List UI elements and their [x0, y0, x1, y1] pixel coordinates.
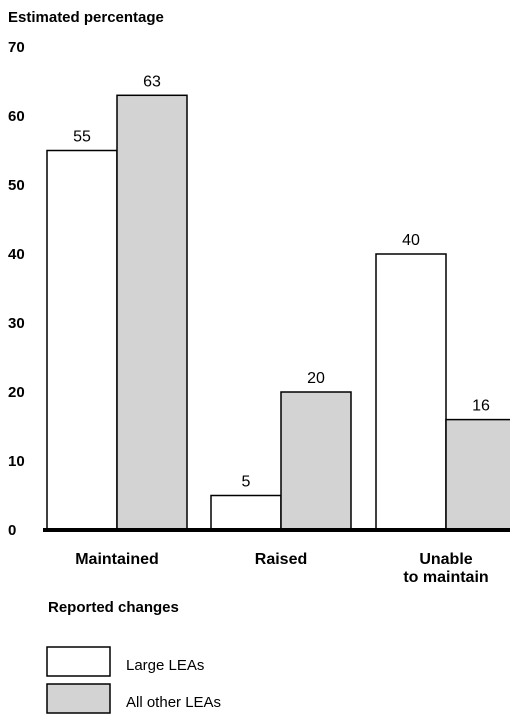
y-tick-label: 70: [8, 39, 25, 56]
bar: [117, 95, 187, 530]
legend-swatch: [47, 647, 110, 676]
bar-value-label: 16: [472, 398, 490, 415]
y-axis-label: Estimated percentage: [8, 9, 164, 26]
x-axis-label: Reported changes: [48, 599, 179, 616]
category-label: to maintain: [403, 569, 488, 586]
bar-value-label: 40: [402, 232, 420, 249]
bar-value-label: 5: [242, 474, 251, 491]
y-tick-label: 0: [8, 522, 16, 539]
bar: [446, 420, 510, 530]
bar: [376, 254, 446, 530]
y-tick-label: 10: [8, 453, 25, 470]
legend-label: Large LEAs: [126, 657, 204, 674]
y-tick-label: 30: [8, 315, 25, 332]
bar-value-label: 20: [307, 370, 325, 387]
category-label: Maintained: [75, 551, 159, 568]
bar-value-label: 55: [73, 129, 91, 146]
legend-swatch: [47, 684, 110, 713]
bar: [281, 392, 351, 530]
bar-value-label: 63: [143, 73, 161, 90]
category-label: Unable: [419, 551, 472, 568]
bar: [211, 496, 281, 531]
y-tick-label: 40: [8, 246, 25, 263]
y-tick-label: 50: [8, 177, 25, 194]
bar: [47, 151, 117, 531]
y-tick-label: 20: [8, 384, 25, 401]
category-label: Raised: [255, 551, 307, 568]
legend-label: All other LEAs: [126, 694, 221, 711]
y-tick-label: 60: [8, 108, 25, 125]
